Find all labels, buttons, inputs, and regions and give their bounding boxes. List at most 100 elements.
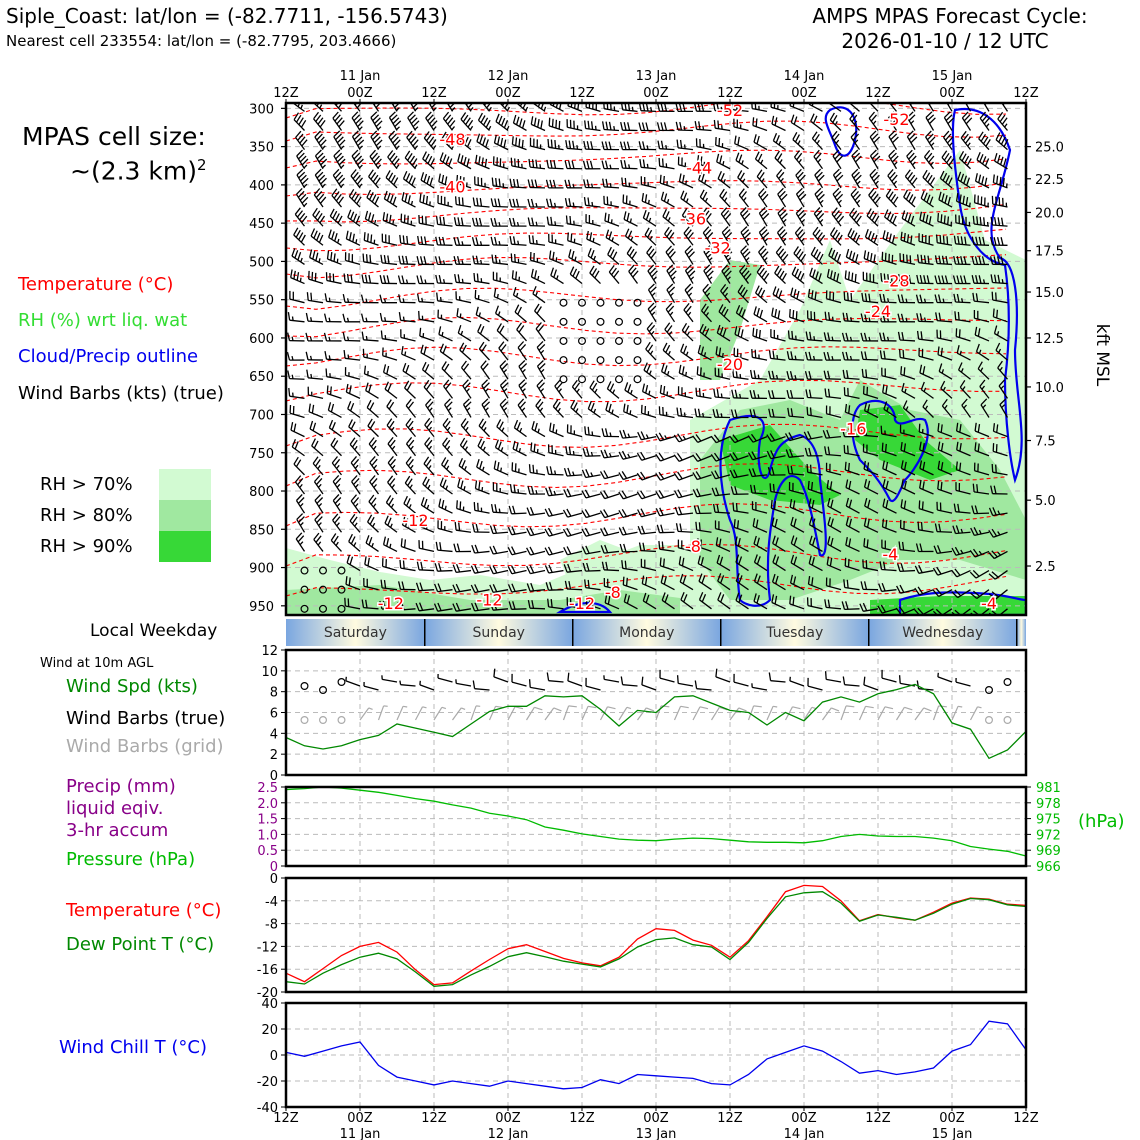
wind-barb xyxy=(529,251,546,266)
wind-barb xyxy=(738,188,750,208)
wind-barb xyxy=(826,480,842,495)
wind-barb xyxy=(470,584,490,594)
wind-barb xyxy=(758,245,769,265)
wind-barb xyxy=(700,303,712,323)
wind-barb xyxy=(581,489,601,499)
wind-barb xyxy=(419,327,435,342)
wind-barb xyxy=(973,310,990,323)
wind-barb xyxy=(717,592,731,610)
wind-barb xyxy=(385,495,398,514)
wind-barb xyxy=(971,275,990,285)
wind-barb xyxy=(314,494,324,514)
wind-barb xyxy=(717,573,731,591)
wind-barb xyxy=(623,211,638,227)
temperature-label: -36 xyxy=(680,210,706,229)
weekday-label: Wednesday xyxy=(902,625,983,641)
wind-barb xyxy=(813,207,825,227)
wind-barb xyxy=(453,543,472,553)
wind-barb xyxy=(401,516,416,533)
wind-barb xyxy=(959,380,971,399)
top-tick-label: 12Z xyxy=(273,86,299,101)
wind-barb xyxy=(937,423,953,438)
wind-barb xyxy=(900,479,916,495)
pressure-tick-label: 700 xyxy=(249,408,274,423)
wind-barb xyxy=(786,351,805,361)
wind-barb xyxy=(777,187,788,208)
wind-barb xyxy=(713,388,731,400)
wind-barb xyxy=(547,138,564,151)
wind-barb xyxy=(991,291,1008,304)
wind-barb xyxy=(863,250,879,266)
wind-barb xyxy=(879,293,897,304)
wind-barb xyxy=(733,519,749,533)
wind-barb xyxy=(545,487,564,497)
wind-barb xyxy=(583,197,601,208)
wind-barb xyxy=(386,399,398,418)
wind-barb xyxy=(771,115,786,132)
wind-barb xyxy=(969,548,990,558)
wind-barb xyxy=(437,520,453,533)
temperature-label: -12 xyxy=(476,591,502,610)
wind-barb xyxy=(559,336,568,345)
wind-barb xyxy=(841,332,860,342)
wind-barb xyxy=(387,455,398,476)
wind-barb xyxy=(827,516,842,533)
wind-barb xyxy=(600,544,620,554)
wind-barb xyxy=(888,149,899,170)
wind-barb xyxy=(308,270,324,285)
wind-barb xyxy=(861,292,879,304)
true-wind-barb xyxy=(319,685,328,694)
wind-barb xyxy=(826,556,842,572)
grid-wind-barb xyxy=(747,705,762,721)
wind-barb xyxy=(804,447,823,457)
wind-barb xyxy=(961,111,973,131)
wind-barb xyxy=(477,112,492,131)
wind-barb xyxy=(493,288,509,304)
wind-barb xyxy=(527,485,546,495)
wind-barb xyxy=(758,226,770,246)
rh-legend-90: RH > 90% xyxy=(40,536,133,557)
wind-barb xyxy=(898,349,916,361)
wind-barb xyxy=(832,168,844,189)
wind-barb xyxy=(367,418,379,438)
legend-wind-chill: Wind Chill T (°C) xyxy=(59,1037,207,1058)
grid-wind-barb xyxy=(337,715,346,724)
wind-barb xyxy=(844,557,860,572)
true-wind-barb xyxy=(715,668,731,683)
wind-barb xyxy=(619,429,638,439)
true-wind-barb xyxy=(955,677,971,687)
wind-barb xyxy=(776,226,788,246)
wind-barb xyxy=(900,499,916,514)
top-tick-label: 00Z xyxy=(643,86,669,101)
wind-barb xyxy=(398,294,416,304)
temperature-label: -12 xyxy=(378,594,404,613)
wind-barb xyxy=(602,178,620,189)
true-wind-barb xyxy=(676,675,694,687)
wind-barb xyxy=(348,419,361,438)
wind-barb xyxy=(637,431,657,441)
legend-cloud: Cloud/Precip outline xyxy=(18,346,199,367)
wind-barb xyxy=(919,479,934,495)
wind-barb xyxy=(386,418,398,438)
wind-barb xyxy=(710,452,731,462)
wind-barb xyxy=(433,583,453,593)
pressure-tick-label: 900 xyxy=(249,562,274,577)
wind-barb xyxy=(332,474,343,495)
wind-barb xyxy=(934,294,953,304)
wind-barb xyxy=(810,113,823,132)
wind-barb xyxy=(958,150,972,170)
wind-barb xyxy=(608,265,620,284)
wind-barb xyxy=(845,479,860,495)
wind-barb xyxy=(312,456,324,476)
grid-wind-barb xyxy=(803,706,817,721)
wind-barb xyxy=(472,255,490,266)
wind-barb xyxy=(666,264,677,284)
wind-barb xyxy=(453,237,472,246)
bottom-tick-label: 00Z xyxy=(791,1111,817,1126)
wind-barb xyxy=(703,264,714,284)
wind-barb xyxy=(734,135,749,151)
wind-barb xyxy=(715,537,731,553)
wind-barb xyxy=(324,350,342,361)
wind-barb xyxy=(382,536,398,552)
wind-barb xyxy=(861,426,879,438)
